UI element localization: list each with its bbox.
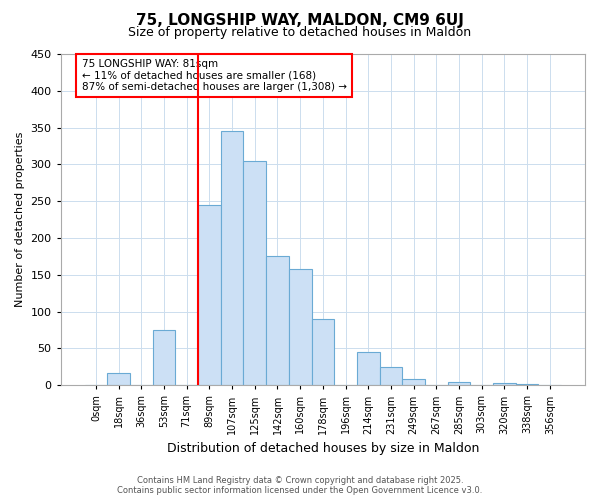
- Bar: [402, 380, 425, 386]
- X-axis label: Distribution of detached houses by size in Maldon: Distribution of detached houses by size …: [167, 442, 479, 455]
- Text: 75 LONGSHIP WAY: 81sqm
← 11% of detached houses are smaller (168)
87% of semi-de: 75 LONGSHIP WAY: 81sqm ← 11% of detached…: [82, 59, 347, 92]
- Bar: [493, 383, 516, 386]
- Bar: [244, 160, 266, 386]
- Bar: [448, 382, 470, 386]
- Bar: [198, 205, 221, 386]
- Bar: [152, 330, 175, 386]
- Bar: [311, 319, 334, 386]
- Bar: [266, 256, 289, 386]
- Bar: [538, 384, 561, 386]
- Text: Contains HM Land Registry data © Crown copyright and database right 2025.
Contai: Contains HM Land Registry data © Crown c…: [118, 476, 482, 495]
- Bar: [357, 352, 380, 386]
- Bar: [289, 269, 311, 386]
- Bar: [380, 367, 402, 386]
- Text: 75, LONGSHIP WAY, MALDON, CM9 6UJ: 75, LONGSHIP WAY, MALDON, CM9 6UJ: [136, 12, 464, 28]
- Bar: [516, 384, 538, 386]
- Text: Size of property relative to detached houses in Maldon: Size of property relative to detached ho…: [128, 26, 472, 39]
- Bar: [107, 374, 130, 386]
- Bar: [221, 132, 244, 386]
- Y-axis label: Number of detached properties: Number of detached properties: [15, 132, 25, 308]
